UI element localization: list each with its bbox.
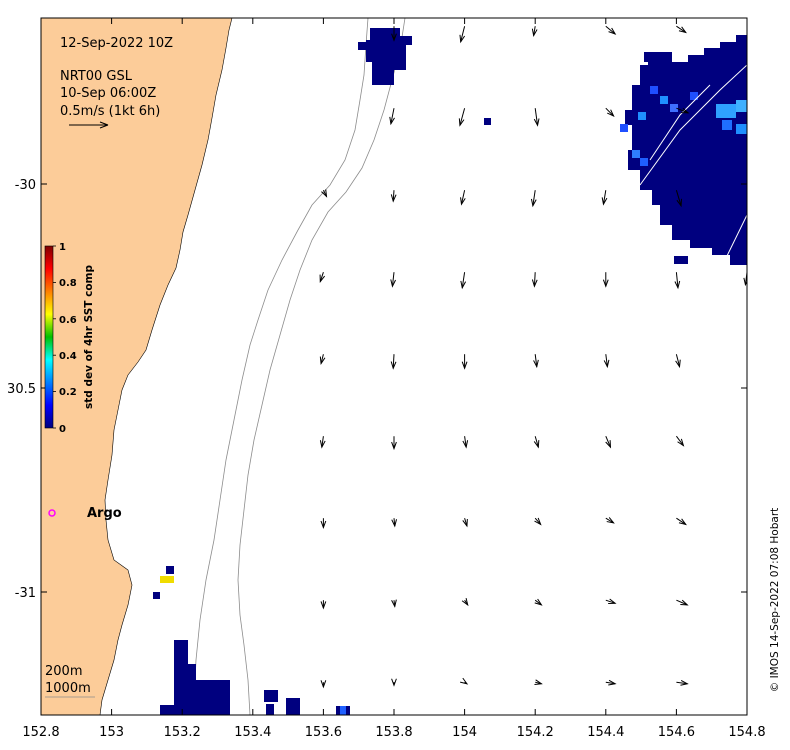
current-vector [390,272,396,288]
colorbar-tick: 0.4 [59,351,77,362]
current-vector [391,518,397,528]
current-vector [603,354,610,369]
x-tick-label: 154.8 [728,725,765,740]
y-axis: -30 30.5 -31 [7,178,747,601]
product-name: NRT00 GSL [60,69,133,84]
current-vector [461,597,469,607]
current-vector [674,272,681,290]
current-vector [746,26,747,27]
current-vector [531,26,538,37]
current-vector [390,190,397,203]
current-vector [391,599,397,608]
current-vector [461,354,468,370]
current-vector [534,598,543,606]
y-tick-label: -30 [15,178,36,193]
current-vector [391,678,397,687]
land-coastline [41,18,233,715]
colorbar-tick: 0.6 [59,315,77,326]
current-vector [459,26,466,44]
x-axis: 152.8 153 153.2 153.4 153.6 153.8 154 15… [22,18,766,740]
current-vector [676,680,689,686]
current-vector [391,436,397,451]
scale-arrow [69,121,109,129]
x-tick-label: 153.8 [375,725,412,740]
current-vector [321,189,328,198]
credit-text: © IMOS 14-Sep-2022 07:08 Hobart [769,508,781,693]
current-vector [605,107,615,118]
colorbar-tick: 0 [59,424,66,435]
x-tick-label: 153.6 [305,725,342,740]
x-tick-label: 153.4 [234,725,271,740]
x-tick-label: 153.2 [164,725,201,740]
current-vector [319,272,326,283]
current-vector [531,272,538,288]
isobath-200m [192,18,369,715]
current-vector [460,190,466,206]
colorbar-tick: 1 [59,242,66,253]
current-vector [605,25,617,35]
current-vector [676,107,690,114]
current-vector [391,26,397,42]
product-time: 10-Sep 06:00Z [60,86,156,101]
current-vector [320,680,327,689]
argo-marker [48,509,56,517]
current-vector [462,436,469,449]
current-vector [605,679,617,686]
x-tick-label: 152.8 [22,725,59,740]
isobath-1000m [237,18,406,715]
current-vector [605,598,617,605]
current-vector [530,190,537,208]
x-tick-label: 153 [99,725,124,740]
colorbar-tick: 0.8 [59,278,77,289]
current-vector [533,354,539,369]
argo-label: Argo [87,506,122,521]
current-vector [320,600,327,610]
current-vector [319,354,326,365]
isobath-200m-label: 200m [45,664,82,679]
current-vector [462,518,468,528]
current-vector [601,190,608,206]
map-date: 12-Sep-2022 10Z [60,36,173,51]
current-vector [319,436,326,449]
current-vector [533,108,540,127]
colorbar-gradient [44,245,54,429]
x-tick-label: 154.2 [517,725,554,740]
current-vector [533,436,540,449]
current-vector [320,518,327,530]
current-vector [458,108,466,127]
current-vector [676,517,687,526]
current-vector [676,599,689,606]
current-vector [676,435,685,447]
current-vector [460,677,469,685]
x-tick-label: 154.4 [587,725,624,740]
current-vector [746,108,747,109]
current-vectors [319,25,747,689]
current-vector [605,517,615,524]
current-vector [460,272,467,290]
current-vector [605,436,612,449]
isobath-1000m-label: 1000m [45,681,91,696]
current-vector [534,679,543,685]
current-vector [389,108,395,126]
current-vector [675,190,682,208]
x-tick-label: 154.6 [658,725,695,740]
current-vector [534,517,542,526]
current-vector [676,25,687,34]
colorbar-tick: 0.2 [59,387,77,398]
current-vector [602,272,609,288]
colorbar-title: std dev of 4hr SST comp [83,265,95,409]
current-vector [390,354,397,370]
current-vector [675,354,681,369]
colorbar: 1 0.8 0.6 0.4 0.2 0 std dev of 4hr SST c… [44,242,95,435]
scale-label: 0.5m/s (1kt 6h) [60,104,160,119]
y-tick-label: 30.5 [7,382,36,397]
x-tick-label: 154 [452,725,477,740]
y-tick-label: -31 [15,586,36,601]
sst-stddev-pixels [153,28,747,715]
current-vector [746,190,747,203]
